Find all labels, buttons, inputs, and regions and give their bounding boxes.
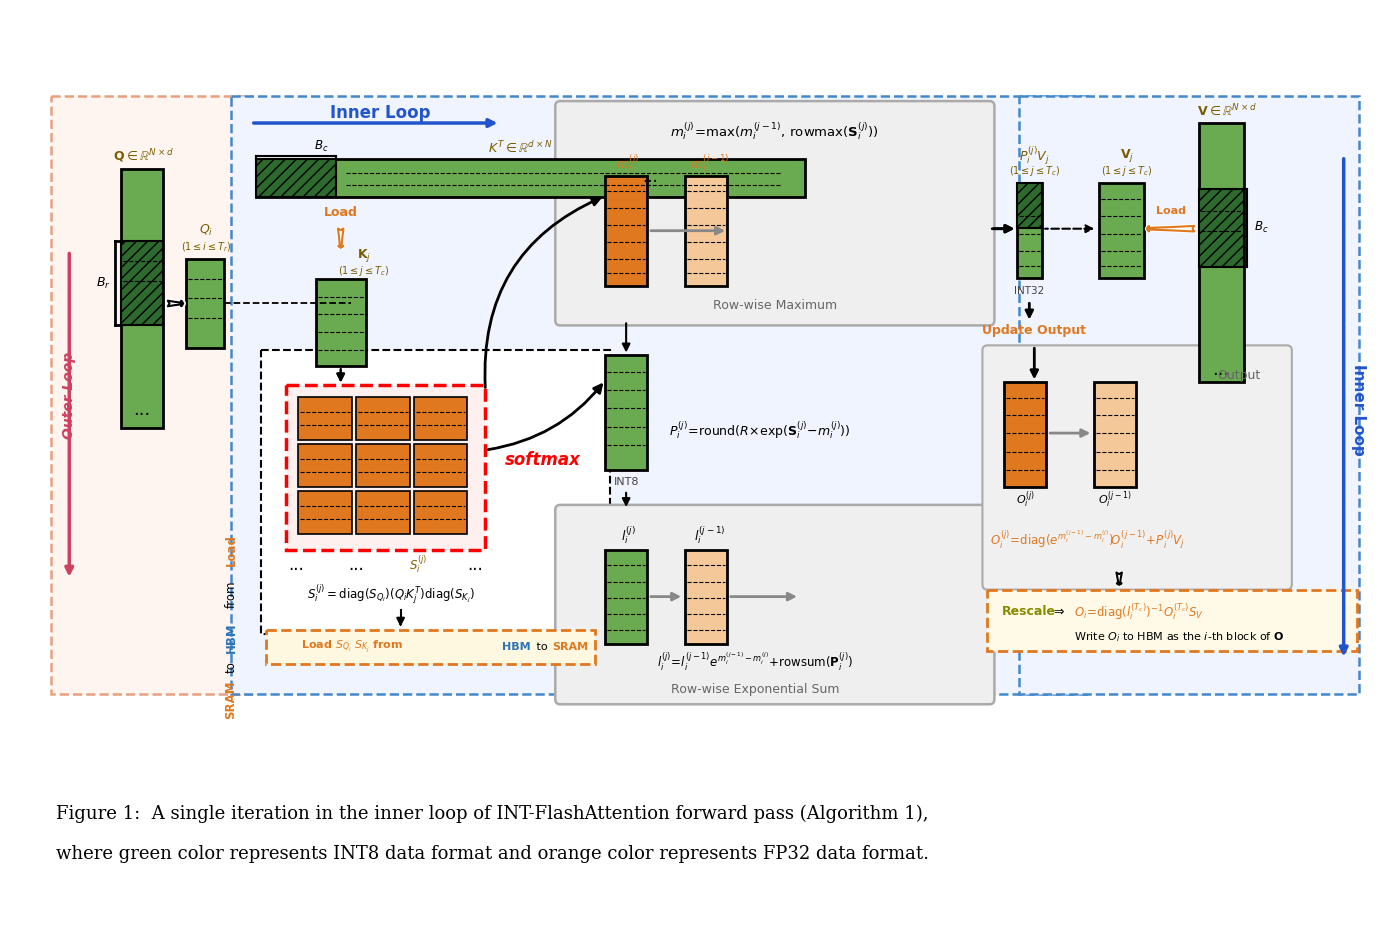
Bar (121, 169, 162, 428)
Text: $\mathbf{Q}\in\mathbb{R}^{N\times d}$: $\mathbf{Q}\in\mathbb{R}^{N\times d}$ (112, 148, 174, 165)
Text: Write $O_i$ to HBM as the $i$-th block of $\mathbf{O}$: Write $O_i$ to HBM as the $i$-th block o… (1074, 631, 1284, 644)
Text: $O_i^{(j)}$: $O_i^{(j)}$ (1016, 489, 1035, 511)
Bar (414, 444, 468, 487)
Text: INT8: INT8 (613, 477, 638, 487)
Text: ...: ... (643, 167, 658, 186)
Text: $B_r$: $B_r$ (96, 276, 111, 291)
FancyBboxPatch shape (555, 505, 994, 704)
Text: $P_i^{(j)}\!=\!\mathrm{round}(R\!\times\!\exp(\mathbf{S}_i^{(j)}\!-\!m_i^{(j)})): $P_i^{(j)}\!=\!\mathrm{round}(R\!\times\… (669, 419, 851, 441)
Text: INT32: INT32 (1015, 286, 1044, 296)
Bar (1094, 382, 1137, 487)
Bar (255, 159, 805, 197)
Text: softmax: softmax (504, 451, 580, 469)
Bar (686, 550, 727, 644)
Text: $\mathbf{V}_j$: $\mathbf{V}_j$ (1120, 148, 1134, 165)
Bar (261, 351, 611, 634)
Text: $K^T\in\mathbb{R}^{d\times N}$: $K^T\in\mathbb{R}^{d\times N}$ (489, 140, 552, 156)
Bar (286, 385, 486, 550)
Bar (355, 397, 409, 440)
Bar (230, 96, 1090, 695)
Text: $S_i^{(j)}=\mathrm{diag}(S_{Q_i})(Q_iK_j^T)\mathrm{diag}(S_{K_j})$: $S_i^{(j)}=\mathrm{diag}(S_{Q_i})(Q_iK_j… (307, 583, 475, 606)
Text: $m_i^{(j-1)}$: $m_i^{(j-1)}$ (690, 153, 730, 174)
Text: ...: ... (468, 556, 483, 574)
Bar (315, 279, 365, 366)
Text: $(1\leq j\leq T_c)$: $(1\leq j\leq T_c)$ (1009, 164, 1060, 178)
Text: Load: Load (225, 534, 237, 565)
Text: $Q_i$: $Q_i$ (198, 223, 214, 238)
Text: $O_i\!=\!\mathrm{diag}(l_i^{(T_c)})^{-1}O_i^{(T_c)}S_V$: $O_i\!=\!\mathrm{diag}(l_i^{(T_c)})^{-1}… (1074, 601, 1205, 622)
Text: ...: ... (133, 401, 151, 419)
Text: Row-wise Exponential Sum: Row-wise Exponential Sum (670, 683, 840, 696)
Text: ...: ... (348, 556, 364, 574)
Text: $(1\leq j\leq T_c)$: $(1\leq j\leq T_c)$ (337, 263, 390, 277)
Text: $O_i^{(j-1)}$: $O_i^{(j-1)}$ (1098, 489, 1133, 511)
Text: Figure 1:  A single iteration in the inner loop of INT-FlashAttention forward pa: Figure 1: A single iteration in the inne… (57, 804, 929, 823)
Text: $l_i^{(j)}\!=\!l_i^{(j-1)}e^{m_i^{(j-1)}-m_i^{(j)}}\!+\!\mathrm{rowsum}(\mathbf{: $l_i^{(j)}\!=\!l_i^{(j-1)}e^{m_i^{(j-1)}… (657, 650, 854, 672)
Text: $(1\leq i\leq T_r)$: $(1\leq i\leq T_r)$ (180, 241, 232, 255)
Text: HBM: HBM (225, 622, 237, 653)
Text: Load $S_{Q_i}$ $S_{K_j}$ from: Load $S_{Q_i}$ $S_{K_j}$ from (301, 639, 404, 655)
Bar (355, 444, 409, 487)
Text: SRAM: SRAM (225, 680, 237, 719)
Text: Load: Load (1156, 206, 1185, 216)
Text: to: to (225, 661, 237, 673)
Text: where green color represents INT8 data format and orange color represents FP32 d: where green color represents INT8 data f… (57, 844, 930, 863)
Text: Rescale: Rescale (1001, 605, 1055, 618)
Text: $l_i^{(j-1)}$: $l_i^{(j-1)}$ (694, 524, 726, 546)
Text: $S_i^{(j)}$: $S_i^{(j)}$ (409, 554, 428, 576)
Bar (1199, 189, 1244, 267)
Text: $(1\leq j\leq T_c)$: $(1\leq j\leq T_c)$ (1101, 164, 1153, 178)
Bar (414, 397, 468, 440)
Bar (298, 444, 351, 487)
Text: from: from (225, 581, 237, 608)
Text: $B_c$: $B_c$ (314, 139, 328, 153)
Bar (987, 590, 1356, 651)
Bar (686, 176, 727, 286)
Text: ...: ... (1212, 361, 1230, 379)
Bar (266, 630, 595, 664)
Text: ...: ... (287, 556, 304, 574)
Text: HBM: HBM (502, 642, 532, 652)
Bar (1199, 123, 1244, 382)
Bar (1099, 183, 1144, 277)
Bar (255, 159, 336, 197)
Bar (1019, 96, 1359, 695)
FancyBboxPatch shape (983, 345, 1292, 590)
Bar (1017, 183, 1042, 277)
Text: Inner Loop: Inner Loop (330, 104, 430, 122)
Text: $P_i^{(j)}V_j$: $P_i^{(j)}V_j$ (1019, 145, 1049, 167)
Bar (1005, 382, 1047, 487)
Text: $m_i^{(j)}\!=\!\max(m_i^{(j-1)},\,\mathrm{rowmax}(\mathbf{S}_i^{(j)}))$: $m_i^{(j)}\!=\!\max(m_i^{(j-1)},\,\mathr… (670, 120, 880, 142)
Bar (605, 550, 647, 644)
Text: Outer Loop: Outer Loop (62, 352, 76, 439)
Text: $B_c$: $B_c$ (1253, 220, 1269, 235)
Text: Load: Load (323, 206, 358, 219)
Text: Inner Loop: Inner Loop (1351, 365, 1366, 456)
Bar (605, 355, 647, 470)
Text: Row-wise Maximum: Row-wise Maximum (713, 299, 837, 312)
Bar (414, 491, 468, 534)
Bar (1017, 183, 1042, 228)
FancyBboxPatch shape (555, 101, 994, 326)
Text: $\mathbf{V}\in\mathbb{R}^{N\times d}$: $\mathbf{V}\in\mathbb{R}^{N\times d}$ (1196, 103, 1256, 119)
Bar (298, 491, 351, 534)
Bar (121, 241, 162, 326)
Text: $O_i^{(j)}\!=\!\mathrm{diag}(e^{m_i^{(j-1)}-m_i^{(j)}})\!O_i^{(j-1)}\!+\!P_i^{(j: $O_i^{(j)}\!=\!\mathrm{diag}(e^{m_i^{(j-… (990, 528, 1185, 551)
Bar (605, 176, 647, 286)
Text: $m_i^{(j)}$: $m_i^{(j)}$ (616, 153, 640, 174)
Text: SRAM: SRAM (552, 642, 589, 652)
Bar (298, 397, 351, 440)
Bar (186, 259, 223, 349)
Text: to: to (533, 642, 551, 652)
Bar (355, 491, 409, 534)
Text: $l_i^{(j)}$: $l_i^{(j)}$ (620, 524, 636, 546)
Text: Update Output: Update Output (983, 324, 1087, 337)
Text: Output: Output (1217, 369, 1260, 382)
Bar (51, 96, 251, 695)
Text: $\Rightarrow$: $\Rightarrow$ (1051, 605, 1066, 618)
Text: $\mathbf{K}_j$: $\mathbf{K}_j$ (357, 247, 371, 264)
